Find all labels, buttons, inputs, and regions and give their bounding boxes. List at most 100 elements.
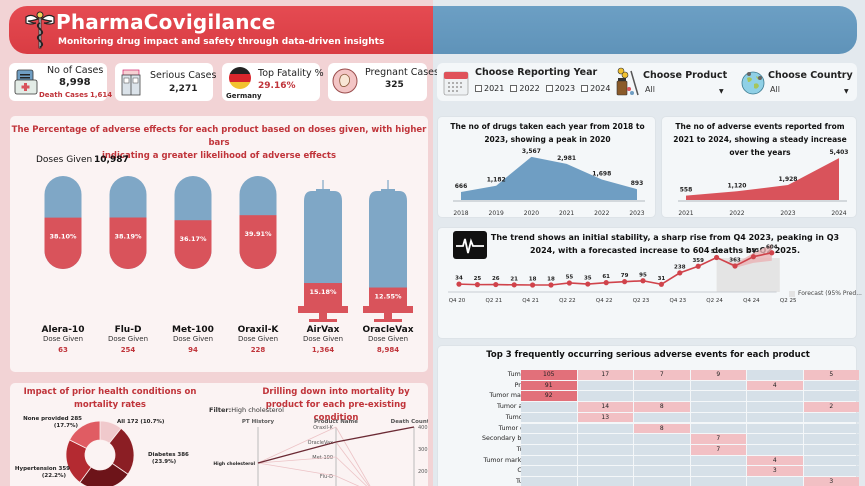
donut-slice-label: None provided 285 [23,416,82,422]
product-name: AirVax [306,325,340,335]
year-option-2024[interactable]: 2024 [581,84,610,93]
table-cell [634,391,690,402]
dose-given-label: Dose Given [172,335,214,343]
pill-pct-label: 15.18% [309,288,337,296]
table-cell: 91 [521,380,577,391]
pill-body [109,176,147,269]
fetus-icon [332,68,358,94]
x-tick-label: 2019 [489,210,504,217]
data-label: 1,698 [592,170,611,177]
table-row: Tumor marker positive92 [438,391,859,402]
year-option-2022[interactable]: 2022 [510,84,540,93]
x-tick-label: 2020 [524,210,539,217]
donut-slice-pct: (17.7%) [54,423,79,429]
data-label: 3,567 [522,148,541,155]
trend-point [511,282,517,288]
table-cell: 13 [577,412,633,423]
pill-body [44,176,82,269]
pill-caption: Met-100 Dose Given 94 [158,325,228,354]
death-trend-title: The trend shows an initial stability, a … [490,233,840,255]
chevron-down-icon: ▼ [844,88,849,95]
year-option-2023[interactable]: 2023 [545,84,575,93]
death-tick: 300 [418,447,428,453]
table-cell: 5 [803,370,859,380]
country-dropdown[interactable]: All ▼ [768,85,852,97]
checkbox[interactable] [545,85,553,92]
pt-history-tick: High cholesterol [213,461,255,467]
checkbox[interactable] [510,85,518,92]
trend-data-label: 95 [639,272,647,278]
pill-pct-label: 12.55% [374,293,402,301]
table-cell [690,402,746,412]
table-title: Top 3 frequently occurring serious adver… [486,350,810,360]
pill-body [239,176,277,269]
data-label: 1,928 [779,176,798,183]
trend-data-label: 35 [584,276,592,282]
pill-caption: OracleVax Dose Given 8,984 [353,325,423,354]
forecast-legend-swatch [789,290,795,297]
table-cell [634,444,690,455]
trend-data-label: 518 [711,249,723,255]
product-dropdown-value: All [645,85,655,94]
table-cell [521,455,577,466]
pills-chart: 38.10% 38.19% 36.17% 39.91% 15.18% 12.55% [44,176,413,322]
x-tick-label: Q2 24 [706,298,723,304]
x-tick-label: Q4 24 [743,298,760,304]
doses-given-label: Doses Given [36,155,93,165]
table-cell: 9 [690,370,746,380]
faint-link [335,475,360,486]
product-tick: Oraxil-K [313,425,334,431]
product-dropdown[interactable]: All ▼ [643,85,727,97]
product-filter-title: Choose Product [643,70,728,81]
checkbox[interactable] [581,85,589,92]
syringe-flange [363,306,413,313]
pill-oraclevax: 12.55% [363,180,413,322]
faint-link [335,456,368,486]
table-cell [690,423,746,434]
kpi-fatality-card: Germany Top Fatality % 29.16% [222,63,324,101]
faint-link [257,462,337,477]
trend-data-label: 604 [766,244,778,250]
table-cell: 17 [577,370,633,380]
table-cell [634,477,690,486]
doses-given-total: 10,987 [94,155,129,165]
table-row: Tumor regression13 [438,412,859,424]
kpi-pregnant-value: 325 [385,80,404,90]
year-option-label: 2024 [590,84,611,93]
pill-pct-label: 36.17% [179,235,207,243]
donut-slice-label: Diabetes 386 [148,452,189,458]
chevron-down-icon: ▼ [719,88,724,95]
year-option-label: 2021 [484,84,505,93]
x-tick-label: 2021 [678,210,693,217]
checkbox[interactable] [475,85,482,92]
kpi-serious-value: 2,271 [169,84,198,94]
calendar-icon [443,71,469,96]
drilldown-filter: Filter:High cholesterol [209,406,284,414]
table-cell: 7 [690,444,746,455]
pills-title: The Percentage of adverse effects for ea… [10,124,428,163]
product-name: OracleVax [362,325,414,335]
table-cell [803,466,859,476]
trend-point [548,282,554,288]
pill-pct-label: 39.91% [244,230,272,238]
x-tick-label: Q2 25 [780,298,797,304]
dose-given-value: 228 [250,346,266,354]
table-cell [747,423,803,434]
table-cell [521,402,577,412]
table-cell [521,444,577,455]
table-cell [634,466,690,476]
table-cell [521,423,577,434]
donut-slice-pct: (23.9%) [152,459,177,465]
table-row: Tumor embolism10517795 [438,370,859,381]
table-cell [747,370,803,380]
pill-fill [239,215,277,269]
adverse-events-table-panel: Top 3 frequently occurring serious adver… [437,345,859,486]
kpi-pregnant-label: Pregnant Cases [365,67,439,78]
x-tick-label: 2018 [453,210,468,217]
adverse-events-chart: 2021 558 2022 1,120 2023 1,928 2024 5,403 [678,149,848,217]
forecast-legend-label: Forecast (95% Pred... [798,290,862,297]
year-option-2021[interactable]: 2021 [475,84,504,93]
table-cell [577,455,633,466]
syringe-plunger-head [374,319,402,322]
country-filter-title: Choose Country [768,70,853,81]
